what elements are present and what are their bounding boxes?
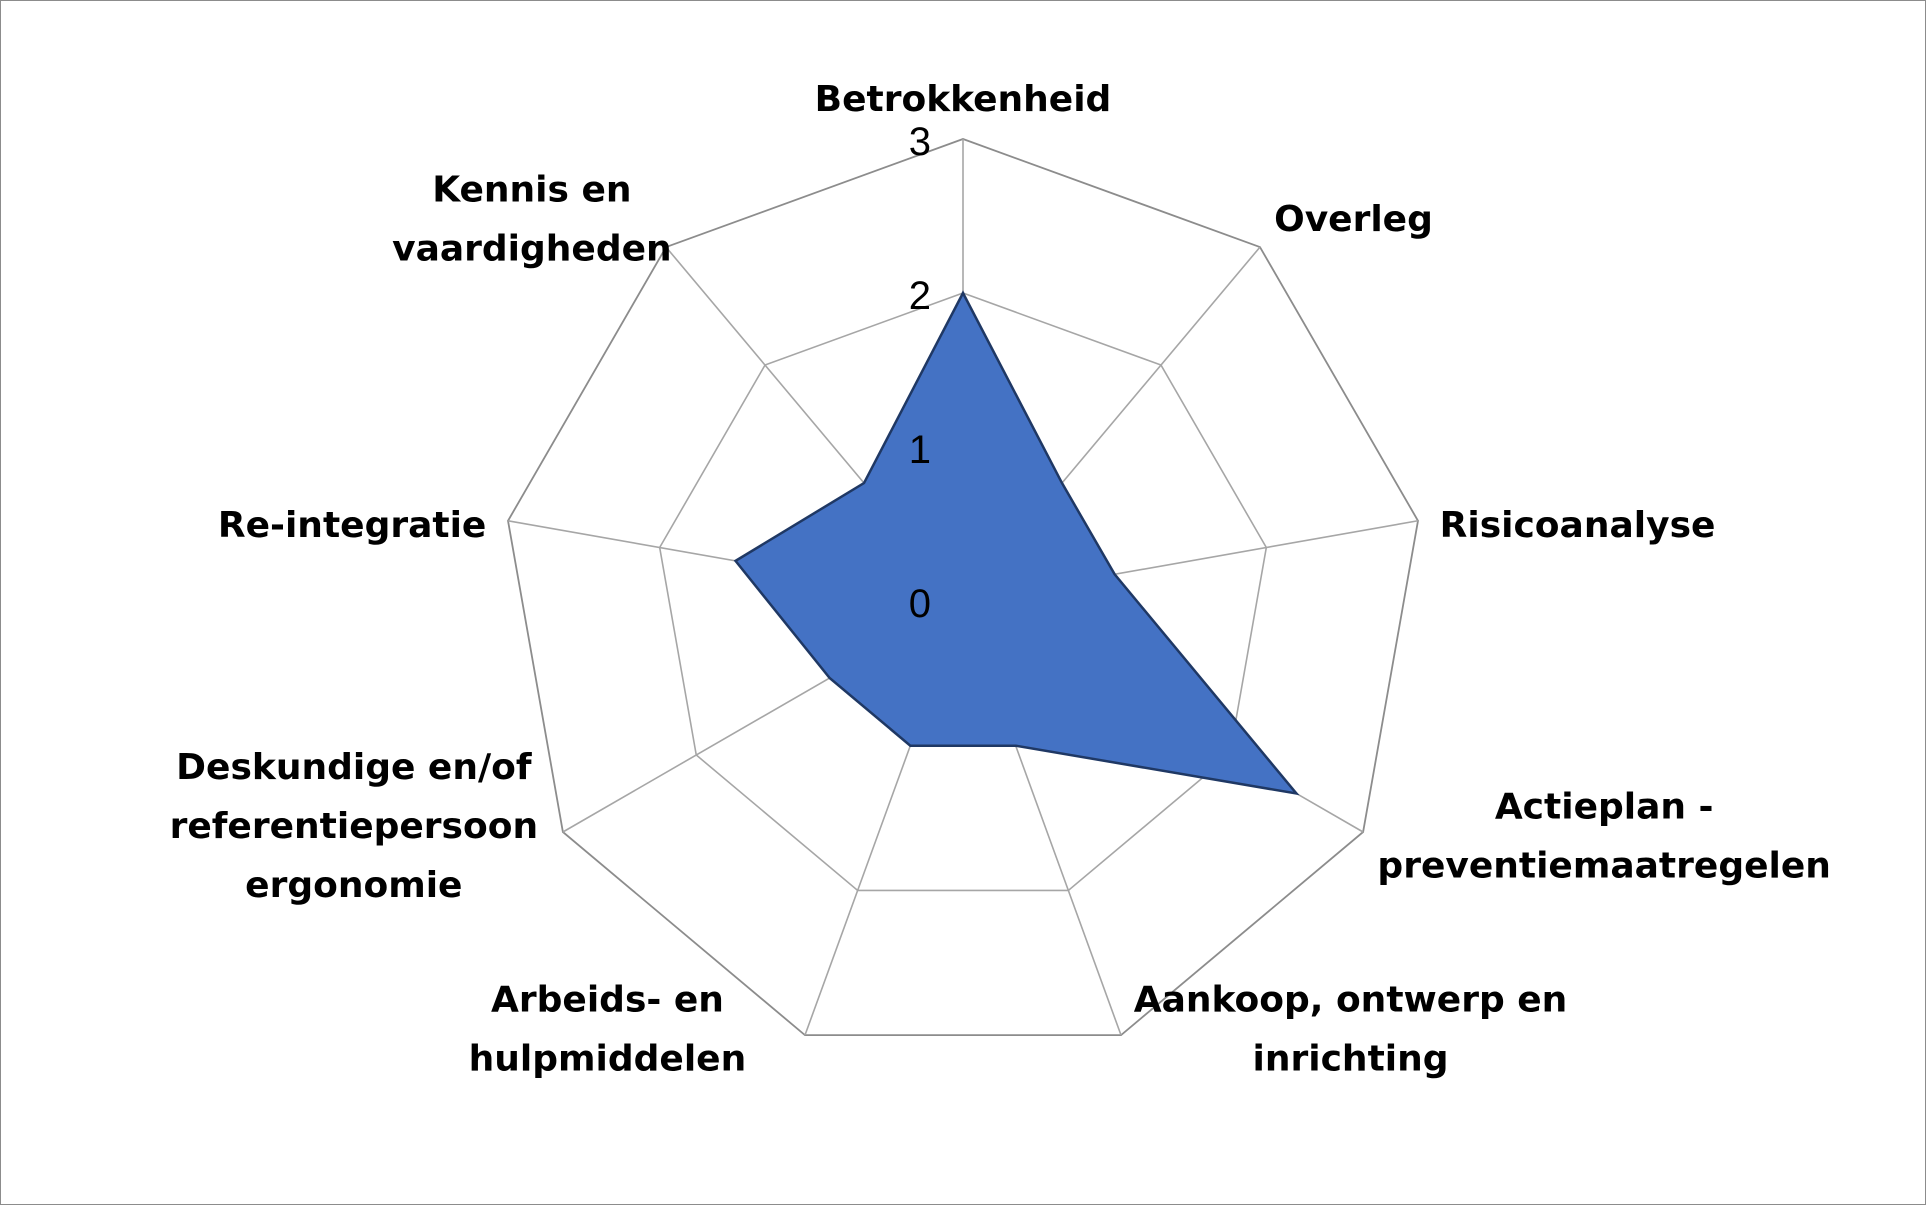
grid-ring-3 xyxy=(507,138,1419,1037)
category-label-2: Risicoanalyse xyxy=(1440,505,1716,546)
category-label-0: Betrokkenheid xyxy=(815,79,1112,120)
category-label-line: Arbeids- en xyxy=(491,980,724,1021)
category-labels: Betrokkenheid Overleg Risicoanalyse Actiepl… xyxy=(170,79,1831,1080)
category-label-line: Re-integratie xyxy=(218,505,486,546)
category-label-line: preventiemaatregelen xyxy=(1377,846,1830,887)
category-label-5: Arbeids- en hulpmiddelen xyxy=(469,980,747,1080)
radial-tick-labels: 0 1 2 3 xyxy=(909,120,931,626)
category-label-line: Actieplan - xyxy=(1495,787,1714,828)
category-label-line: Kennis en xyxy=(432,170,631,211)
category-label-text-8: Kennis en vaardigheden xyxy=(392,170,672,270)
category-label-text-5: Arbeids- en hulpmiddelen xyxy=(469,980,747,1080)
category-label-text-0: Betrokkenheid xyxy=(815,79,1112,120)
category-label-line: ergonomie xyxy=(245,865,462,906)
series-layer xyxy=(733,290,1300,796)
category-label-text-3: Actieplan - preventiemaatregelen xyxy=(1377,787,1830,887)
category-label-line: hulpmiddelen xyxy=(469,1039,747,1080)
category-label-line: inrichting xyxy=(1253,1039,1449,1080)
category-label-8: Kennis en vaardigheden xyxy=(392,170,672,270)
category-label-line: Overleg xyxy=(1274,199,1433,240)
category-label-text-6: Deskundige en/of referentiepersoon ergonom… xyxy=(170,747,538,906)
category-label-3: Actieplan - preventiemaatregelen xyxy=(1377,787,1830,887)
grid-ring-2 xyxy=(658,292,1268,892)
tick-label-3: 3 xyxy=(909,120,931,164)
category-label-6: Deskundige en/of referentiepersoon ergonom… xyxy=(170,747,538,906)
category-label-line: Deskundige en/of xyxy=(176,747,532,788)
category-label-text-4: Aankoop, ontwerp en inrichting xyxy=(1134,980,1568,1080)
category-label-4: Aankoop, ontwerp en inrichting xyxy=(1134,980,1568,1080)
category-label-line: Betrokkenheid xyxy=(815,79,1112,120)
tick-label-0: 0 xyxy=(909,582,931,626)
category-label-line: Risicoanalyse xyxy=(1440,505,1716,546)
category-label-text-2: Risicoanalyse xyxy=(1440,505,1716,546)
category-label-line: referentiepersoon xyxy=(170,806,538,847)
category-label-1: Overleg xyxy=(1274,199,1433,240)
series-area-0 xyxy=(733,290,1300,796)
tick-label-1: 1 xyxy=(909,428,931,472)
category-label-7: Re-integratie xyxy=(218,505,486,546)
category-label-text-1: Overleg xyxy=(1274,199,1433,240)
tick-label-2: 2 xyxy=(909,274,931,318)
category-label-line: Aankoop, ontwerp en xyxy=(1134,980,1568,1021)
category-label-text-7: Re-integratie xyxy=(218,505,486,546)
category-label-line: vaardigheden xyxy=(392,229,672,270)
